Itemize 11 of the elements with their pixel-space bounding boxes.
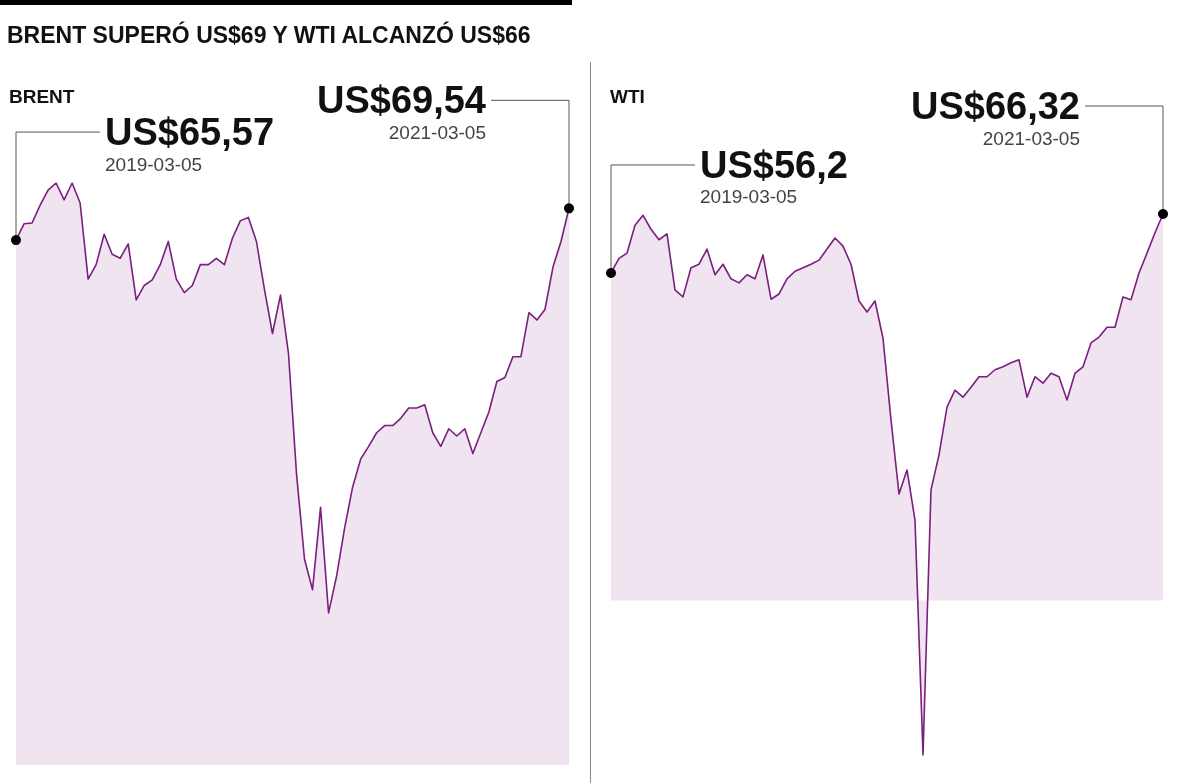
text: 2021-03-05 <box>388 121 486 143</box>
data-label: US$66,32 <box>910 85 1080 127</box>
chart-subtitle: BRENT <box>9 86 75 107</box>
text: 2019-03-05 <box>105 153 203 175</box>
chart-title: BRENT SUPERÓ US$69 Y WTI ALCANZÓ US$66 <box>7 20 531 48</box>
text: 2019-03-05 <box>700 186 798 208</box>
data-label: US$56,2 <box>700 143 848 186</box>
data-label: US$69,54 <box>316 79 486 122</box>
chart-subtitle: WTI <box>610 86 645 107</box>
text: 2021-03-05 <box>982 127 1080 149</box>
data-label: US$65,57 <box>105 111 275 154</box>
